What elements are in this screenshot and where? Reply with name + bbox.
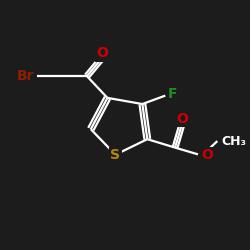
Text: O: O xyxy=(202,148,213,162)
Text: S: S xyxy=(110,148,120,162)
Text: CH₃: CH₃ xyxy=(222,134,247,147)
Text: O: O xyxy=(96,46,108,60)
Text: O: O xyxy=(176,112,188,126)
Text: F: F xyxy=(168,88,178,102)
Text: Br: Br xyxy=(16,69,34,83)
